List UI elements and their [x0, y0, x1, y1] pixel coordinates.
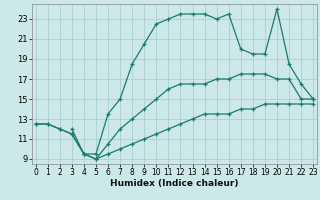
- X-axis label: Humidex (Indice chaleur): Humidex (Indice chaleur): [110, 179, 239, 188]
